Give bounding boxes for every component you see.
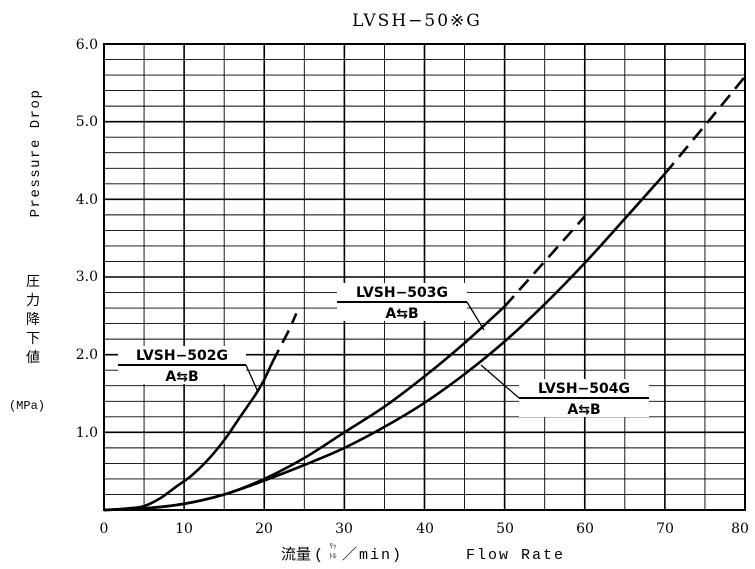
label-leader	[480, 364, 520, 399]
y-tick-label: 1.0	[76, 425, 98, 441]
y-axis-label: Pressure Drop	[28, 89, 44, 218]
y-axis-unit: (MPa)	[9, 399, 45, 413]
x-tick-label: 80	[731, 521, 749, 537]
y-tick-label: 4.0	[76, 192, 98, 208]
series-label-name: LVSH−504G	[538, 381, 630, 397]
series-line-dashed	[663, 75, 747, 175]
y-tick-label: 2.0	[76, 347, 98, 363]
y-axis-label-jp-char: 下	[26, 331, 40, 347]
y-tick-label: 5.0	[76, 114, 98, 130]
x-tick-label: 70	[656, 521, 674, 537]
chart-title: LVSH−50※G	[352, 11, 482, 31]
x-tick-label: 40	[416, 521, 434, 537]
series-label-name: LVSH−502G	[136, 348, 228, 364]
x-tick-label: 20	[255, 521, 273, 537]
x-axis-unit-top: ﾘｯ	[330, 542, 337, 550]
plot-frame	[103, 43, 746, 511]
x-axis-paren-open: (	[314, 547, 323, 564]
x-tick-label: 60	[576, 521, 594, 537]
series-line-dashed	[271, 312, 298, 363]
y-axis-label-jp-char: 力	[26, 293, 40, 309]
series-line-solid	[103, 172, 666, 512]
series-curves	[103, 75, 747, 512]
series-label-direction: A⇆B	[567, 402, 600, 418]
label-leader	[245, 364, 259, 393]
x-axis-unit-suffix: ／min)	[342, 546, 403, 564]
x-tick-label: 50	[496, 521, 514, 537]
series-label-502g: LVSH−502G A⇆B	[118, 346, 259, 393]
series-label-503g: LVSH−503G A⇆B	[337, 283, 485, 331]
y-tick-label: 3.0	[76, 269, 98, 285]
series-label-direction: A⇆B	[385, 306, 418, 322]
x-axis-label-en: Flow Rate	[466, 547, 565, 564]
series-line-dashed	[503, 215, 586, 308]
y-axis-label-jp: 圧 力 降 下 値	[26, 274, 40, 366]
x-tick-label: 0	[100, 521, 109, 537]
series-label-504g: LVSH−504G A⇆B	[480, 364, 649, 418]
series-label-name: LVSH−503G	[356, 285, 448, 301]
y-axis-label-jp-char: 圧	[26, 274, 40, 290]
x-axis-label: 流量 ( ﾘｯ ﾄﾙ ／min) Flow Rate	[281, 542, 565, 564]
x-axis-label-jp: 流量	[281, 545, 311, 563]
label-leader	[466, 301, 485, 331]
x-tick-label: 10	[175, 521, 193, 537]
y-tick-labels: 1.0 2.0 3.0 4.0 5.0 6.0	[76, 37, 98, 441]
series-line-solid	[103, 361, 274, 512]
x-axis-unit-bottom: ﾄﾙ	[330, 552, 338, 560]
x-tick-labels: 0 10 20 30 40 50 60 70 80	[100, 521, 749, 537]
y-tick-label: 6.0	[76, 37, 98, 53]
y-axis-label-jp-char: 降	[26, 312, 40, 328]
series-label-direction: A⇆B	[165, 369, 198, 385]
x-tick-label: 30	[335, 521, 353, 537]
grid-lines	[103, 43, 746, 511]
y-axis-label-jp-char: 値	[26, 350, 40, 366]
